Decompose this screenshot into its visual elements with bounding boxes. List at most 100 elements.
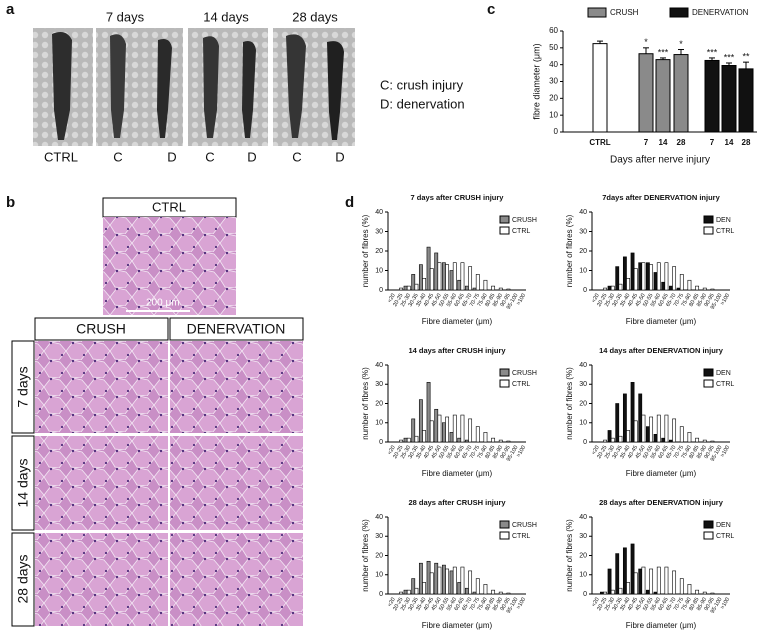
bar	[449, 570, 454, 595]
panel-label: d	[345, 194, 354, 211]
y-axis-title: number of fibres (%)	[361, 214, 370, 287]
bar	[645, 589, 650, 595]
bar	[695, 437, 700, 443]
y-tick-label: 40	[549, 60, 558, 69]
bar	[429, 572, 434, 595]
bar	[649, 416, 654, 443]
bar	[445, 416, 450, 443]
bar	[414, 283, 419, 291]
y-tick-label: 40	[375, 362, 383, 369]
histology-image	[103, 217, 236, 315]
bar	[618, 587, 623, 595]
bar	[457, 582, 462, 595]
bar	[630, 252, 635, 291]
bar	[653, 433, 658, 443]
bar	[672, 570, 677, 595]
bar	[498, 287, 503, 291]
legend-swatch	[587, 7, 607, 18]
sample-label: CTRL	[44, 149, 78, 164]
bar	[399, 287, 404, 291]
y-tick-label: 10	[579, 420, 587, 427]
bar	[622, 393, 627, 443]
y-tick-label: 0	[583, 287, 587, 294]
bar	[679, 274, 684, 291]
bar	[603, 287, 608, 291]
bar	[656, 262, 661, 291]
bar	[437, 566, 442, 595]
significance: **	[742, 52, 750, 62]
bar	[656, 566, 661, 595]
legend-swatch	[703, 226, 714, 235]
legend-swatch	[669, 7, 689, 18]
column-header: 14 days	[203, 9, 249, 24]
x-tick-label: 14	[725, 138, 734, 147]
y-tick-label: 30	[579, 533, 587, 540]
bar	[661, 437, 666, 443]
legend-label: DENERVATION	[692, 8, 749, 17]
bar	[491, 285, 496, 291]
bar	[437, 262, 442, 291]
x-tick-label: >100	[516, 293, 527, 307]
legend-label: CRUSH	[512, 217, 537, 224]
bar	[491, 589, 496, 595]
legend-swatch	[703, 215, 714, 224]
bar	[668, 285, 673, 291]
bar	[633, 420, 638, 443]
x-tick-label: CTRL	[589, 138, 610, 147]
chart-title: 28 days after DENERVATION injury	[599, 498, 724, 507]
bar	[506, 288, 511, 291]
column-header: CRUSH	[76, 321, 126, 337]
bar	[475, 426, 480, 443]
bar	[607, 285, 612, 291]
legend-swatch	[703, 379, 714, 388]
bar	[702, 591, 707, 595]
legend-label: CTRL	[512, 228, 530, 235]
bar	[506, 592, 511, 595]
bar	[418, 264, 423, 291]
bar	[449, 270, 454, 291]
legend-label: CRUSH	[512, 522, 537, 529]
x-tick-label: <20	[387, 293, 397, 304]
panel-label: b	[6, 194, 15, 211]
bar	[403, 437, 408, 443]
sample-label: C	[292, 149, 301, 164]
bar	[653, 272, 658, 291]
row-header: 28 days	[15, 554, 31, 603]
bar	[406, 437, 411, 443]
bar	[672, 418, 677, 443]
bar	[664, 566, 669, 595]
legend-text: C: crush injury	[380, 77, 464, 92]
header-box	[169, 317, 304, 341]
legend-label: CTRL	[512, 381, 530, 388]
legend-text: D: denervation	[380, 96, 465, 111]
row-header: 14 days	[15, 458, 31, 507]
bar	[626, 277, 631, 291]
y-tick-label: 10	[375, 420, 383, 427]
x-tick-label: 7	[644, 138, 649, 147]
bar	[618, 283, 623, 291]
y-tick-label: 20	[579, 400, 587, 407]
bar	[445, 568, 450, 595]
y-tick-label: 40	[579, 514, 587, 521]
column-header: 7 days	[106, 9, 145, 24]
bar	[672, 266, 677, 291]
bar	[695, 589, 700, 595]
bar	[638, 262, 643, 291]
y-axis-title: number of fibres (%)	[565, 367, 574, 440]
legend-label: CTRL	[716, 381, 734, 388]
legend-swatch	[499, 531, 510, 540]
x-tick-label: <20	[591, 293, 601, 304]
legend-label: CRUSH	[610, 8, 639, 17]
bar	[422, 582, 427, 595]
bar	[429, 268, 434, 291]
bar	[702, 287, 707, 291]
bar	[460, 262, 465, 291]
x-tick-label: 14	[659, 138, 668, 147]
bar	[426, 560, 431, 595]
y-tick-label: 30	[549, 77, 558, 86]
bar	[603, 439, 608, 443]
ctrl-header: CTRL	[152, 199, 186, 214]
y-tick-label: 20	[579, 248, 587, 255]
bar	[626, 430, 631, 443]
y-tick-label: 30	[375, 381, 383, 388]
